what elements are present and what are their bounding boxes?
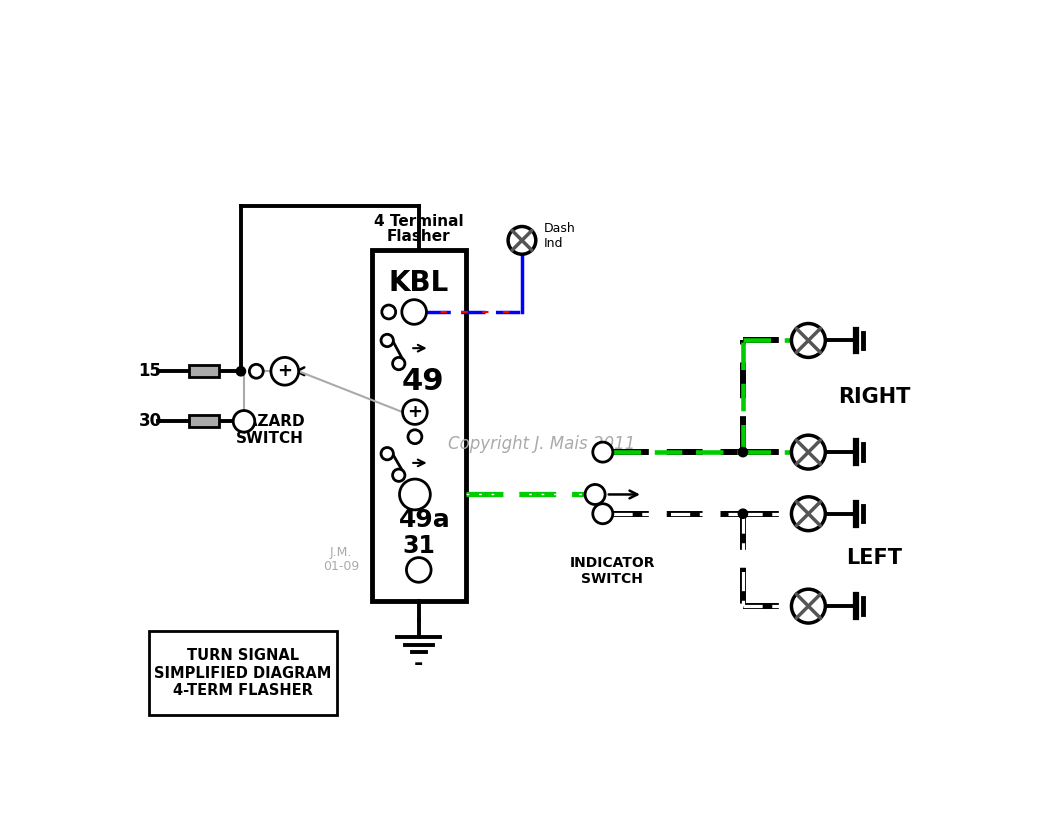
Circle shape: [738, 447, 748, 457]
Circle shape: [233, 410, 254, 432]
Text: -: -: [414, 654, 423, 674]
Circle shape: [393, 469, 404, 481]
Text: 49a: 49a: [399, 508, 451, 532]
Text: +: +: [408, 403, 422, 421]
Circle shape: [592, 442, 612, 462]
Circle shape: [393, 357, 404, 370]
Text: 30: 30: [138, 412, 162, 430]
Circle shape: [791, 435, 826, 469]
Circle shape: [585, 485, 605, 504]
Circle shape: [381, 447, 394, 460]
Circle shape: [791, 497, 826, 530]
Bar: [372, 251, 466, 601]
Bar: [189, 365, 219, 378]
Circle shape: [399, 479, 431, 510]
Text: RIGHT: RIGHT: [837, 387, 910, 406]
Text: 4 Terminal: 4 Terminal: [374, 214, 464, 228]
Text: LEFT: LEFT: [846, 548, 902, 569]
Circle shape: [249, 364, 263, 378]
Circle shape: [791, 323, 826, 357]
Text: HAZARD
SWITCH: HAZARD SWITCH: [233, 414, 305, 446]
Circle shape: [237, 366, 246, 376]
Text: Dash
Ind: Dash Ind: [544, 222, 576, 250]
Circle shape: [381, 335, 394, 347]
Text: INDICATOR
SWITCH: INDICATOR SWITCH: [569, 556, 655, 586]
Text: 15: 15: [138, 362, 162, 380]
Text: 31: 31: [402, 534, 435, 558]
Text: J.M.: J.M.: [329, 546, 353, 559]
Circle shape: [382, 305, 396, 319]
Text: 01-09: 01-09: [323, 560, 359, 573]
Text: Flasher: Flasher: [386, 229, 451, 244]
Bar: [149, 631, 337, 716]
Circle shape: [791, 589, 826, 623]
Circle shape: [738, 509, 748, 518]
Circle shape: [592, 503, 612, 524]
Circle shape: [271, 357, 299, 385]
Circle shape: [407, 557, 431, 583]
Circle shape: [408, 430, 421, 444]
Circle shape: [402, 299, 427, 324]
Text: KBL: KBL: [389, 268, 449, 297]
Circle shape: [402, 400, 428, 424]
Text: 49: 49: [401, 366, 444, 396]
Circle shape: [508, 227, 535, 255]
Bar: [189, 415, 219, 428]
Text: Copyright J. Mais 2011: Copyright J. Mais 2011: [448, 436, 635, 454]
Text: +: +: [278, 362, 293, 380]
Text: TURN SIGNAL
SIMPLIFIED DIAGRAM
4-TERM FLASHER: TURN SIGNAL SIMPLIFIED DIAGRAM 4-TERM FL…: [154, 648, 332, 698]
